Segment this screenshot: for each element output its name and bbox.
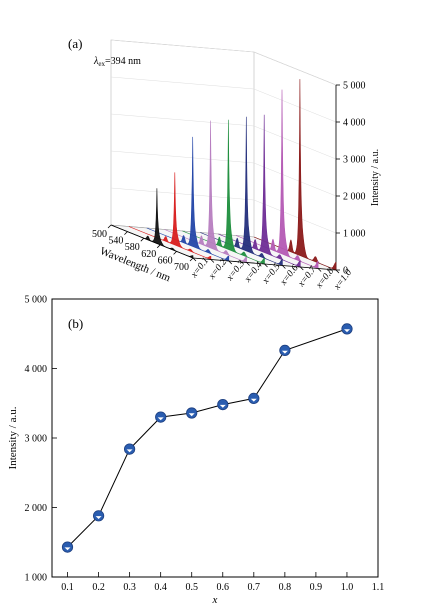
data-point-marker xyxy=(186,407,198,419)
x-tick-label: 0.1 xyxy=(61,582,74,593)
back-gridline xyxy=(110,187,337,234)
data-point-highlight xyxy=(219,404,226,408)
y-tick-label: 5 000 xyxy=(25,295,48,306)
panel-a-label: (a) xyxy=(68,36,82,51)
depth-tick xyxy=(282,265,286,269)
data-point-marker xyxy=(155,411,167,423)
x-tick-label: 540 xyxy=(108,236,123,247)
x-tick-label: 0.4 xyxy=(154,582,167,593)
excitation-symbol: λ xyxy=(93,56,99,67)
x-tick xyxy=(189,257,194,262)
spectrum-x-0.4 xyxy=(164,120,247,263)
y-tick-label: 5 000 xyxy=(343,81,366,92)
data-point xyxy=(341,323,353,335)
x-tick-label: 620 xyxy=(141,249,156,260)
data-point-highlight xyxy=(188,413,195,417)
data-point-highlight xyxy=(344,329,350,333)
x-tick-label: 0.3 xyxy=(123,582,136,593)
depth-tick xyxy=(192,257,197,262)
data-point-highlight xyxy=(281,350,288,354)
data-point xyxy=(155,411,167,423)
x-tick-label: 500 xyxy=(92,229,107,240)
x-tick xyxy=(107,224,112,229)
back-gridline xyxy=(110,113,337,160)
depth-tick xyxy=(317,268,322,272)
data-point-highlight xyxy=(126,449,133,453)
x-tick xyxy=(124,231,128,235)
x-tick-label: 0.8 xyxy=(279,582,292,593)
depth-tick xyxy=(210,259,215,263)
depth-tick xyxy=(335,269,340,274)
excitation-subscript: ex xyxy=(98,60,105,68)
depth-tick xyxy=(228,260,233,265)
y-tick-label: 1 000 xyxy=(343,229,366,240)
data-point-highlight xyxy=(157,417,164,421)
x-tick-label: 660 xyxy=(158,255,173,266)
data-point-highlight xyxy=(250,398,257,402)
y-tick-label: 0 xyxy=(343,266,348,277)
y-tick-label: 2 000 xyxy=(343,192,366,203)
data-point-marker xyxy=(279,344,291,356)
x-tick-label: 1.0 xyxy=(341,582,354,593)
spectrum-x-0.2 xyxy=(128,172,212,260)
y-tick-label: 1 000 xyxy=(25,573,48,584)
x-tick-label: 0.6 xyxy=(217,582,230,593)
data-point xyxy=(124,443,136,455)
back-wall xyxy=(110,39,255,238)
plot-frame xyxy=(51,298,379,578)
y-tick-label: 4 000 xyxy=(25,364,48,375)
data-point-marker xyxy=(61,541,74,553)
data-point xyxy=(93,510,105,522)
data-point-marker xyxy=(93,510,105,522)
x-tick-label: 0.2 xyxy=(92,582,105,593)
x-tick xyxy=(156,244,161,249)
data-point xyxy=(279,344,291,356)
spectrum-x-0.3 xyxy=(146,136,230,262)
data-point xyxy=(61,541,74,553)
data-point-marker xyxy=(341,323,353,335)
wavelength-axis xyxy=(110,224,194,259)
y-axis-label: Intensity / a.u. xyxy=(7,406,19,469)
data-point-marker xyxy=(248,392,260,404)
data-point-highlight xyxy=(95,516,102,519)
data-point-marker xyxy=(124,443,136,455)
x-tick-label: 0.5 xyxy=(185,582,198,593)
panel-b-scatter: (b) 1 000 2 000 3 000 4 000 5 000 0.1 0.2 0.3 0.… xyxy=(7,295,384,607)
excitation-label: λex=394 nm xyxy=(93,56,141,68)
depth-tick-label: x=0.1 xyxy=(189,256,211,281)
x-tick-label: 0.9 xyxy=(310,582,323,593)
x-tick-label: 580 xyxy=(125,242,140,253)
back-gridline xyxy=(110,39,337,86)
x-tick-label: 0.7 xyxy=(248,582,261,593)
y-tick-label: 2 000 xyxy=(25,503,48,514)
y-tick-label: 4 000 xyxy=(343,118,366,129)
data-point xyxy=(217,398,229,411)
depth-tick xyxy=(300,266,304,271)
data-point-marker xyxy=(217,398,229,411)
panel-b-label: (b) xyxy=(68,316,83,331)
x-axis-label: x xyxy=(212,594,218,606)
back-gridline xyxy=(110,76,337,123)
data-point-highlight xyxy=(64,547,71,551)
data-point xyxy=(248,392,260,404)
y-axis-label: Intensity / a.u. xyxy=(370,149,381,206)
depth-tick-label: x=1.0 xyxy=(332,268,355,293)
excitation-value: =394 nm xyxy=(105,56,141,67)
data-line xyxy=(67,328,348,548)
depth-tick xyxy=(246,262,250,266)
x-tick-label: 1.1 xyxy=(372,582,385,593)
y-tick-label: 3 000 xyxy=(343,155,366,166)
depth-tick xyxy=(264,263,268,268)
back-gridline xyxy=(110,150,337,197)
x-tick xyxy=(173,251,177,255)
data-point xyxy=(186,407,198,419)
x-tick-label: 700 xyxy=(174,262,189,273)
y-tick-label: 3 000 xyxy=(25,434,48,445)
panel-a-3d-spectra: (a) λex=394 nm 0 1 000 2 000 3 000 4 000 5 00… xyxy=(68,36,381,293)
x-tick xyxy=(140,237,145,242)
